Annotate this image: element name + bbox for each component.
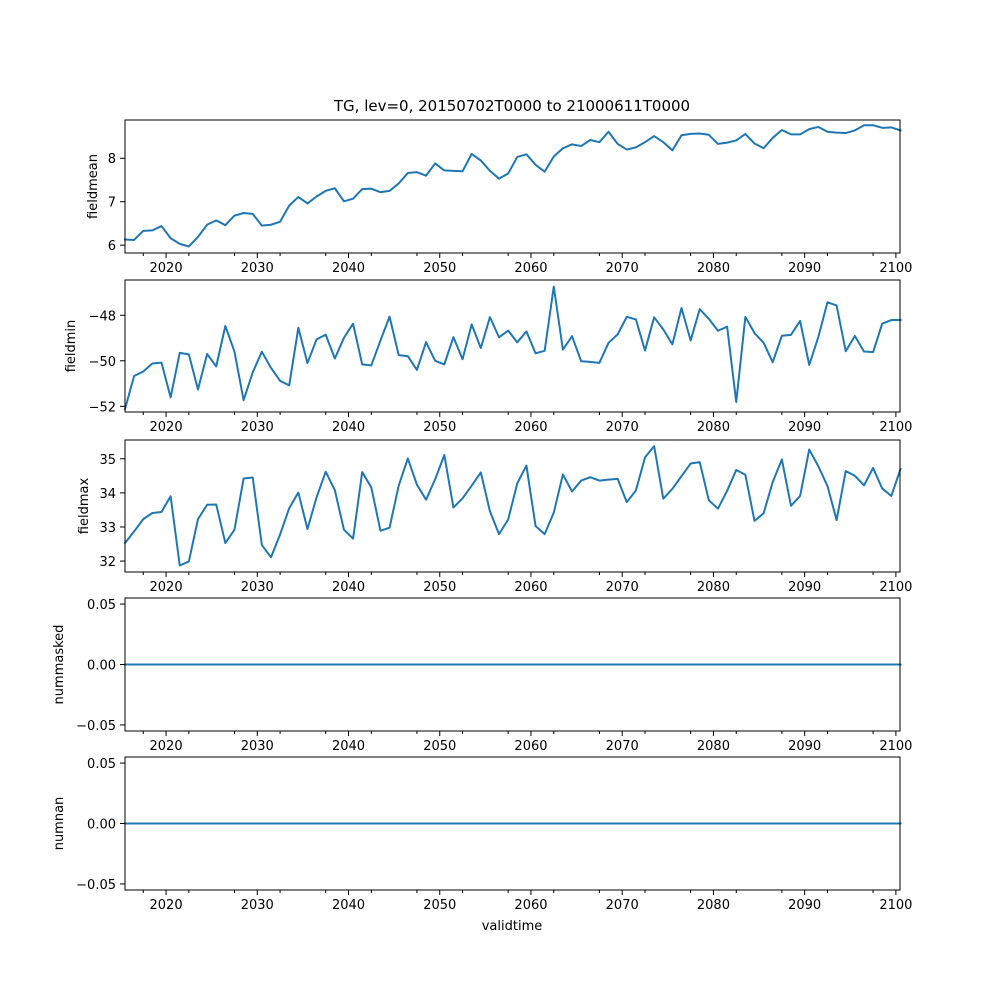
x-tick-label: 2030 — [241, 739, 274, 754]
x-tick-label: 2080 — [697, 420, 730, 435]
x-tick-label: 2050 — [423, 261, 456, 276]
y-tick-label: −0.05 — [76, 878, 116, 893]
chart-title: TG, lev=0, 20150702T0000 to 21000611T000… — [333, 97, 690, 115]
x-tick-label: 2030 — [241, 580, 274, 595]
y-tick-label: −52 — [89, 400, 116, 415]
y-tick-label: 34 — [99, 487, 116, 502]
x-tick-label: 2050 — [423, 739, 456, 754]
y-tick-label: 7 — [108, 196, 116, 211]
y-tick-label: 35 — [99, 453, 116, 468]
x-tick-label: 2040 — [332, 739, 365, 754]
x-tick-label: 2020 — [150, 739, 183, 754]
x-tick-label: 2060 — [514, 739, 547, 754]
y-tick-label: −0.05 — [76, 719, 116, 734]
x-tick-label: 2080 — [697, 261, 730, 276]
y-tick-label: 0.05 — [87, 598, 116, 613]
y-tick-label: 33 — [99, 521, 116, 536]
x-axis-label: validtime — [482, 919, 543, 934]
y-tick-label: 0.05 — [87, 757, 116, 772]
x-tick-label: 2060 — [514, 261, 547, 276]
x-tick-label: 2020 — [150, 898, 183, 913]
y-axis-label: fieldmax — [77, 478, 92, 535]
x-tick-label: 2060 — [514, 420, 547, 435]
x-tick-label: 2080 — [697, 580, 730, 595]
x-tick-label: 2070 — [606, 739, 639, 754]
x-tick-label: 2030 — [241, 898, 274, 913]
y-tick-label: 6 — [108, 239, 116, 254]
x-tick-label: 2080 — [697, 739, 730, 754]
figure: TG, lev=0, 20150702T0000 to 21000611T000… — [0, 0, 1000, 1000]
x-tick-label: 2070 — [606, 580, 639, 595]
x-tick-label: 2090 — [788, 261, 821, 276]
x-tick-label: 2100 — [879, 580, 912, 595]
y-axis-label: fieldmin — [64, 320, 79, 373]
x-tick-label: 2100 — [879, 420, 912, 435]
x-tick-label: 2030 — [241, 420, 274, 435]
y-tick-label: 8 — [108, 152, 116, 167]
x-tick-label: 2030 — [241, 261, 274, 276]
x-tick-label: 2100 — [879, 261, 912, 276]
x-tick-label: 2100 — [879, 898, 912, 913]
y-tick-label: 32 — [99, 555, 116, 570]
x-tick-label: 2090 — [788, 898, 821, 913]
y-axis-label: numnan — [52, 797, 67, 851]
y-tick-label: 0.00 — [87, 818, 116, 833]
x-tick-label: 2070 — [606, 420, 639, 435]
x-tick-label: 2040 — [332, 420, 365, 435]
x-tick-label: 2020 — [150, 420, 183, 435]
x-tick-label: 2090 — [788, 580, 821, 595]
x-tick-label: 2040 — [332, 261, 365, 276]
x-tick-label: 2040 — [332, 898, 365, 913]
x-tick-label: 2070 — [606, 261, 639, 276]
x-tick-label: 2100 — [879, 739, 912, 754]
x-tick-label: 2090 — [788, 739, 821, 754]
x-tick-label: 2020 — [150, 580, 183, 595]
x-tick-label: 2050 — [423, 580, 456, 595]
y-tick-label: −48 — [89, 309, 116, 324]
y-tick-label: −50 — [89, 355, 116, 370]
x-tick-label: 2090 — [788, 420, 821, 435]
x-tick-label: 2070 — [606, 898, 639, 913]
x-tick-label: 2080 — [697, 898, 730, 913]
x-tick-label: 2050 — [423, 898, 456, 913]
x-tick-label: 2050 — [423, 420, 456, 435]
x-tick-label: 2040 — [332, 580, 365, 595]
y-tick-label: 0.00 — [87, 659, 116, 674]
x-tick-label: 2060 — [514, 898, 547, 913]
x-tick-label: 2060 — [514, 580, 547, 595]
y-axis-label: fieldmean — [86, 154, 101, 219]
figure-background — [0, 0, 1000, 1000]
y-axis-label: nummasked — [52, 625, 67, 705]
x-tick-label: 2020 — [150, 261, 183, 276]
